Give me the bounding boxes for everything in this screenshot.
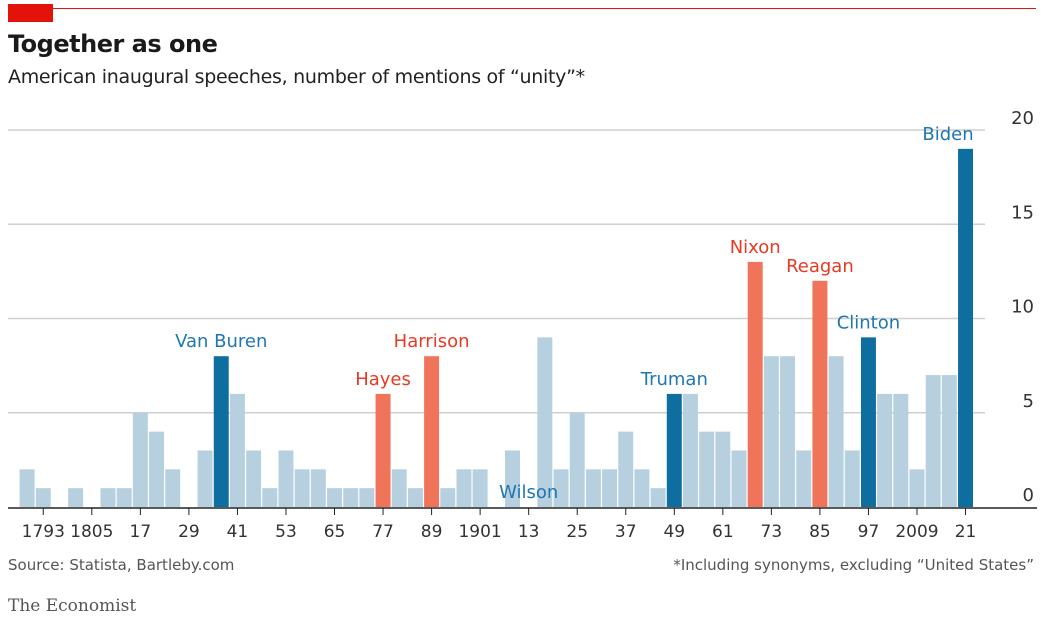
x-tick-label: 1793 xyxy=(22,522,65,542)
bar-1961 xyxy=(715,431,731,507)
bar-1997 xyxy=(860,337,876,507)
bar-1861 xyxy=(310,469,326,507)
bar-2009 xyxy=(909,469,925,507)
top-rule xyxy=(8,8,1036,9)
annotation-truman: Truman xyxy=(640,369,708,390)
bars xyxy=(19,148,974,507)
x-tick-label: 1901 xyxy=(458,522,501,542)
x-tick-label: 17 xyxy=(130,522,152,542)
y-tick-label: 15 xyxy=(1011,202,1034,223)
x-tick-label: 41 xyxy=(227,522,249,542)
bar-1789 xyxy=(19,469,35,507)
bar-1881 xyxy=(391,469,407,507)
bar-1941 xyxy=(634,469,650,507)
annotation-harrison: Harrison xyxy=(394,331,470,352)
bar-1977 xyxy=(780,356,796,507)
annotation-van-buren: Van Buren xyxy=(175,331,267,352)
bar-1841 xyxy=(229,393,245,507)
bar-1809 xyxy=(100,488,116,507)
bar-1897 xyxy=(456,469,472,507)
bar-1901 xyxy=(472,469,488,507)
x-tick-label: 53 xyxy=(275,522,297,542)
x-tick-label: 37 xyxy=(615,522,637,542)
x-tick-label: 25 xyxy=(566,522,588,542)
bar-1921 xyxy=(553,469,569,507)
bar-1837 xyxy=(213,356,229,507)
bar-1825 xyxy=(165,469,181,507)
bar-2005 xyxy=(893,393,909,507)
bar-1893 xyxy=(440,488,456,507)
bar-1865 xyxy=(327,488,342,507)
annotation-nixon: Nixon xyxy=(730,237,781,258)
bar-1925 xyxy=(569,412,585,507)
x-tick-label: 21 xyxy=(955,522,977,542)
x-tick-label: 29 xyxy=(178,522,200,542)
y-tick-label: 10 xyxy=(1011,297,1034,318)
bar-1877 xyxy=(375,393,391,507)
x-tick-label: 1805 xyxy=(70,522,113,542)
x-tick-label: 97 xyxy=(858,522,880,542)
y-tick-label: 5 xyxy=(1023,391,1034,412)
bar-1885 xyxy=(407,488,423,507)
bar-1909 xyxy=(505,450,520,507)
annotation-reagan: Reagan xyxy=(786,256,854,277)
bar-1937 xyxy=(618,431,634,507)
bar-1917 xyxy=(537,337,553,507)
bar-1801 xyxy=(68,488,84,507)
bar-1849 xyxy=(262,488,278,507)
bar-1853 xyxy=(278,450,294,507)
bar-1957 xyxy=(699,431,715,507)
publication-name: The Economist xyxy=(8,596,137,616)
bar-chart: 0 5 10 15 20 1793 1805 17 29 41 53 65 77 89 1901 13 25 3… xyxy=(8,108,1037,542)
footnote: *Including synonyms, excluding “United S… xyxy=(673,556,1034,574)
annotation-hayes: Hayes xyxy=(355,369,411,390)
bar-1869 xyxy=(343,488,359,507)
bar-1973 xyxy=(763,356,779,507)
bar-1953 xyxy=(682,393,698,507)
y-tick-label: 0 xyxy=(1023,485,1034,506)
bar-1993 xyxy=(844,450,860,507)
bar-annotations: Van Buren Hayes Harrison Wilson Truman NixonR… xyxy=(175,124,974,503)
bar-1889 xyxy=(424,356,440,507)
chart-title: Together as one xyxy=(8,30,218,58)
x-tick-label: 89 xyxy=(421,522,443,542)
bar-1821 xyxy=(149,431,165,507)
x-tick-label: 65 xyxy=(324,522,346,542)
bar-1833 xyxy=(197,450,213,507)
bar-1933 xyxy=(602,469,618,507)
bar-1857 xyxy=(294,469,310,507)
bar-1929 xyxy=(585,469,601,507)
bar-1949 xyxy=(666,393,682,507)
y-tick-label: 20 xyxy=(1011,108,1034,129)
bar-1981 xyxy=(796,450,812,507)
bar-1873 xyxy=(359,488,375,507)
bar-1793 xyxy=(35,488,51,507)
bar-1817 xyxy=(132,412,148,507)
chart-subtitle: American inaugural speeches, number of m… xyxy=(8,66,585,88)
annotation-clinton: Clinton xyxy=(837,312,900,333)
x-tick-label: 73 xyxy=(761,522,783,542)
x-tick-label: 77 xyxy=(372,522,394,542)
bar-1965 xyxy=(731,450,747,507)
annotation-wilson: Wilson xyxy=(499,482,558,503)
x-tick-label: 2009 xyxy=(895,522,938,542)
brand-accent-tag xyxy=(8,4,53,22)
bar-1845 xyxy=(246,450,262,507)
bar-1989 xyxy=(828,356,844,507)
x-tick-label: 49 xyxy=(663,522,685,542)
bar-1985 xyxy=(812,280,828,507)
annotation-biden: Biden xyxy=(922,124,973,145)
bar-2013 xyxy=(925,375,941,507)
bar-1813 xyxy=(116,488,132,507)
bar-2021 xyxy=(958,148,974,507)
source-note: Source: Statista, Bartleby.com xyxy=(8,556,235,574)
bar-1945 xyxy=(650,488,666,507)
bar-2017 xyxy=(941,375,957,507)
x-tick-label: 85 xyxy=(809,522,831,542)
x-tick-label: 61 xyxy=(712,522,734,542)
bar-2001 xyxy=(877,393,893,507)
x-axis: 1793 1805 17 29 41 53 65 77 89 1901 13 25 37 49 61 73 85… xyxy=(8,507,1037,542)
bar-1969 xyxy=(747,261,763,507)
x-tick-label: 13 xyxy=(518,522,540,542)
